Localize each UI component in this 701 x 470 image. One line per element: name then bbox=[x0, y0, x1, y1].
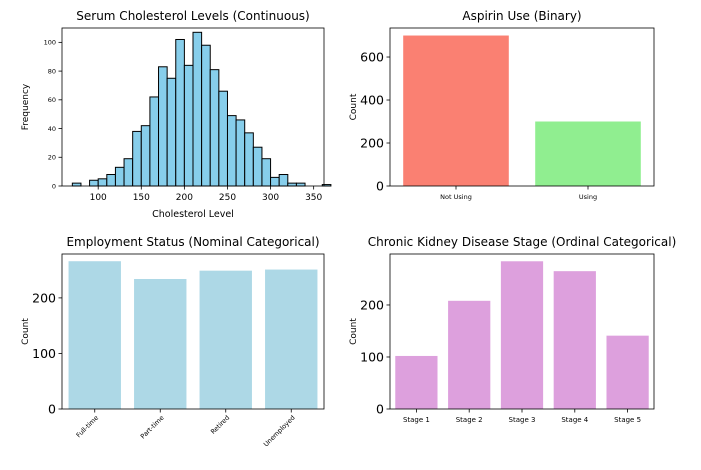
histogram-cholesterol-panel: Serum Cholesterol Levels (Continuous) Fre… bbox=[21, 9, 332, 220]
histogram-bar bbox=[209, 69, 220, 187]
y-tick-label: 0 bbox=[48, 401, 56, 416]
y-tick-label: 100 bbox=[360, 349, 384, 364]
axes-frame bbox=[389, 27, 655, 187]
y-tick-label: 0 bbox=[376, 178, 384, 193]
y-tick-label: 0 bbox=[52, 182, 56, 190]
histogram-bar bbox=[123, 158, 134, 187]
histogram-bar bbox=[106, 174, 116, 187]
x-axis-label: Cholesterol Level bbox=[152, 209, 234, 220]
x-tick-label: 250 bbox=[219, 193, 236, 203]
axes-frame bbox=[61, 253, 325, 410]
histogram-bar bbox=[97, 178, 108, 187]
histogram-bar bbox=[321, 184, 332, 187]
chart-title: Aspirin Use (Binary) bbox=[462, 9, 581, 23]
chart-title: Chronic Kidney Disease Stage (Ordinal Ca… bbox=[368, 235, 677, 249]
bar bbox=[553, 271, 596, 409]
y-tick-label: 0 bbox=[376, 401, 384, 416]
y-tick-label: 40 bbox=[48, 125, 56, 133]
histogram-bar bbox=[235, 119, 246, 187]
histogram-bar bbox=[201, 44, 211, 187]
axes-frame bbox=[389, 253, 655, 410]
x-tick-label: Stage 4 bbox=[561, 416, 588, 424]
x-tick-label: Stage 2 bbox=[456, 416, 483, 424]
histogram-bar bbox=[132, 130, 142, 187]
histogram-bar bbox=[158, 66, 168, 187]
y-tick-label: 80 bbox=[48, 67, 56, 75]
x-tick-label: Stage 3 bbox=[509, 416, 536, 424]
y-tick-label: 60 bbox=[48, 96, 56, 104]
histogram-bar bbox=[295, 182, 306, 187]
y-tick-label: 200 bbox=[32, 290, 56, 305]
y-tick-label: 200 bbox=[360, 297, 384, 312]
histogram-bar bbox=[89, 179, 99, 187]
histogram-bar bbox=[71, 182, 82, 187]
x-tick-label: Stage 1 bbox=[403, 416, 430, 424]
histogram-bar bbox=[192, 31, 203, 187]
x-tick-label: 200 bbox=[176, 193, 193, 203]
histogram-bar bbox=[175, 38, 185, 187]
histogram-bar bbox=[226, 115, 237, 187]
histogram-bar bbox=[252, 146, 263, 187]
x-tick-label: Stage 5 bbox=[614, 416, 641, 424]
bar bbox=[403, 35, 509, 187]
histogram-bar bbox=[149, 96, 160, 187]
y-tick-label: 400 bbox=[360, 92, 384, 107]
histogram-bar bbox=[287, 182, 297, 187]
y-axis-label: Count bbox=[349, 318, 359, 345]
histogram-bar bbox=[166, 77, 177, 187]
bar bbox=[134, 279, 187, 409]
x-tick-label: Not Using bbox=[440, 193, 472, 201]
bar bbox=[199, 270, 252, 409]
bar bbox=[500, 261, 544, 409]
y-axis-label: Count bbox=[21, 318, 31, 345]
y-tick-label: 200 bbox=[360, 135, 384, 150]
bar bbox=[265, 269, 318, 409]
chart-title: Serum Cholesterol Levels (Continuous) bbox=[76, 9, 309, 23]
histogram-bar bbox=[270, 176, 280, 187]
histogram-bar bbox=[278, 174, 289, 187]
bar bbox=[448, 300, 491, 409]
y-tick-label: 100 bbox=[44, 39, 56, 47]
bar bbox=[395, 355, 438, 409]
histogram-bar bbox=[244, 132, 254, 187]
x-tick-label: 150 bbox=[133, 193, 150, 203]
bar bbox=[606, 335, 649, 409]
y-tick-label: 100 bbox=[32, 346, 56, 361]
histogram-bar bbox=[218, 90, 228, 187]
bar-ckd-stage-panel: Chronic Kidney Disease Stage (Ordinal Ca… bbox=[349, 235, 676, 424]
bar-aspirin-panel: Aspirin Use (Binary) Count Not Using Using 0… bbox=[349, 9, 655, 201]
histogram-bar bbox=[114, 166, 125, 187]
y-tick-label: 600 bbox=[360, 49, 384, 64]
histogram-bar bbox=[140, 125, 151, 187]
x-tick-label: 100 bbox=[90, 193, 107, 203]
x-tick-label: 300 bbox=[262, 193, 279, 203]
y-axis-label: Count bbox=[349, 93, 359, 120]
x-tick-label: Using bbox=[579, 193, 597, 201]
y-tick-label: 20 bbox=[48, 154, 56, 162]
histogram-bar bbox=[183, 64, 194, 187]
histogram-bar bbox=[261, 158, 272, 187]
chart-title: Employment Status (Nominal Categorical) bbox=[66, 235, 319, 249]
bar bbox=[535, 121, 641, 186]
bar bbox=[68, 261, 121, 409]
y-axis-label: Frequency bbox=[21, 83, 31, 130]
x-tick-label: 350 bbox=[305, 193, 322, 203]
axes-frame bbox=[61, 27, 325, 187]
